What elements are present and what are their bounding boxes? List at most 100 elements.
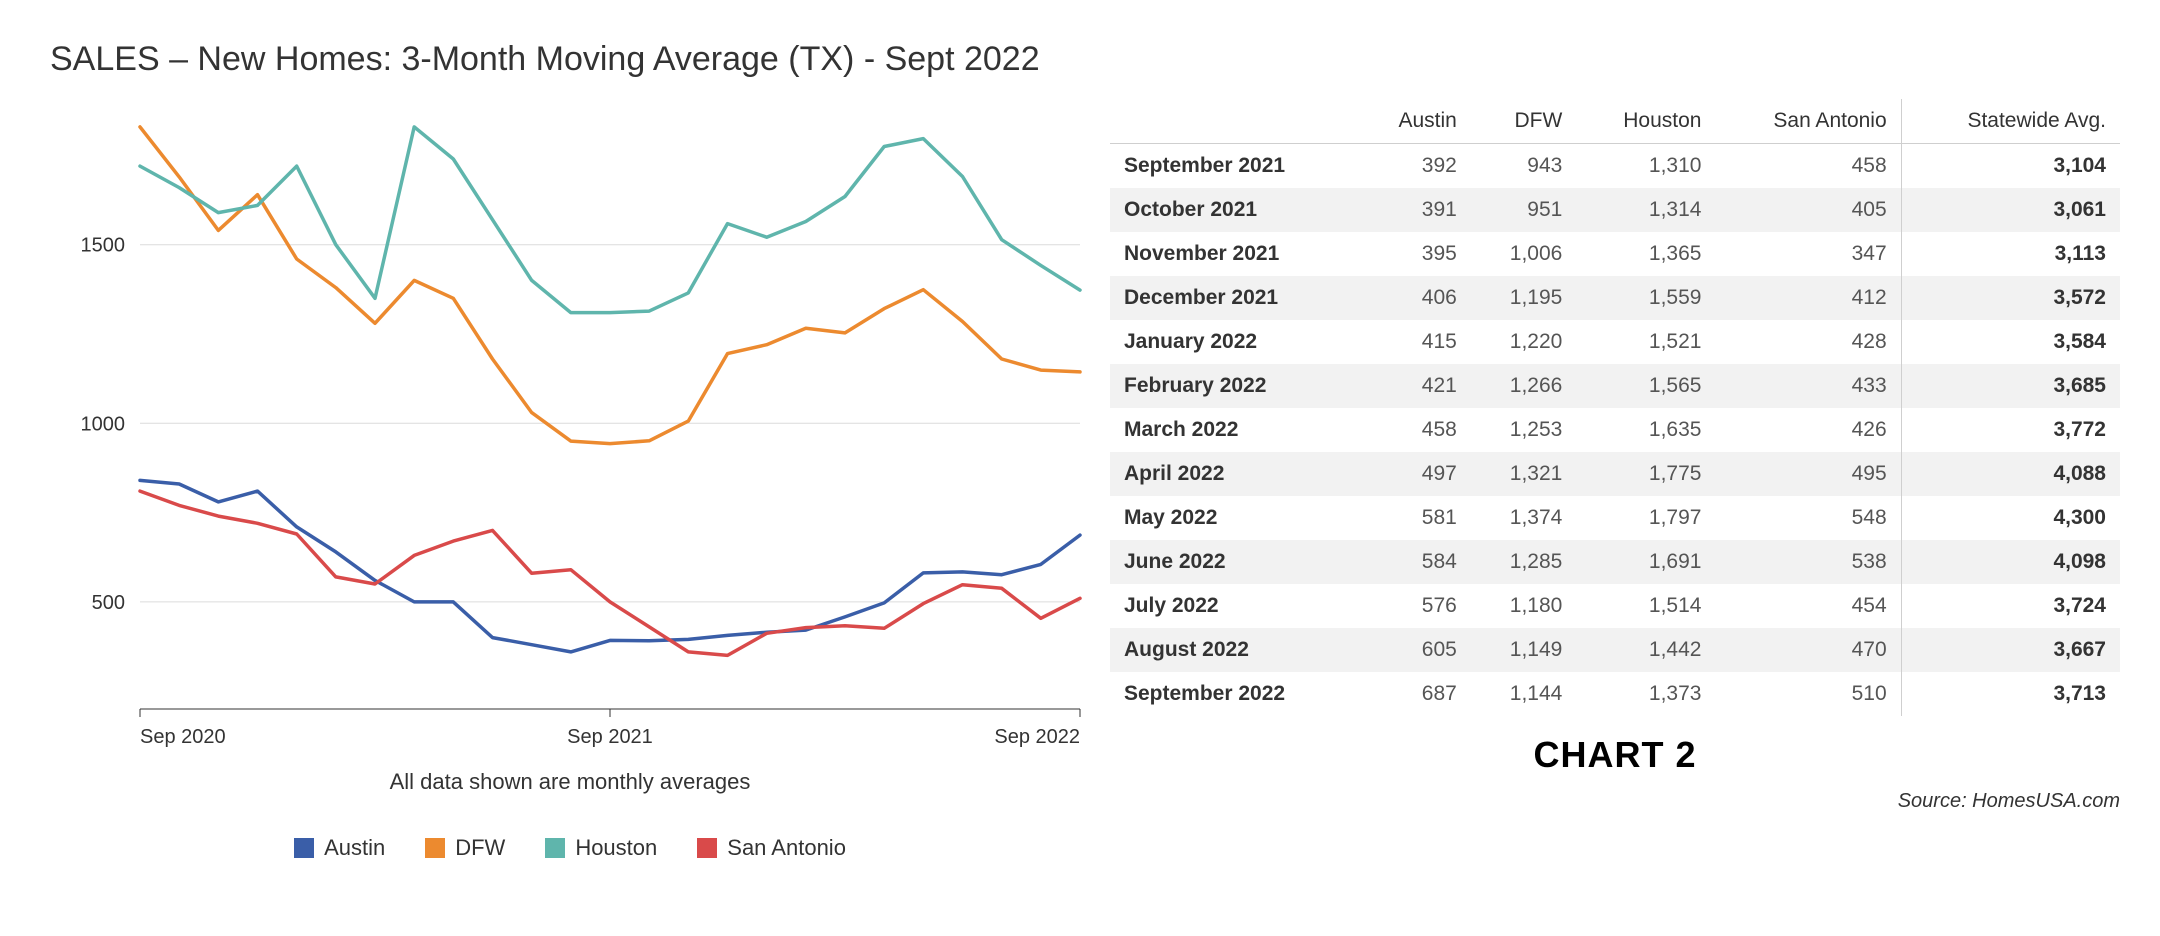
table-row: September 20226871,1441,3735103,713 (1110, 672, 2120, 716)
table-cell: 1,374 (1471, 496, 1577, 540)
table-cell: 3,724 (1901, 584, 2120, 628)
table-cell: 1,266 (1471, 364, 1577, 408)
table-cell: 395 (1358, 232, 1471, 276)
table-cell: 1,691 (1576, 540, 1715, 584)
table-col-header: San Antonio (1715, 99, 1901, 144)
legend-swatch (697, 838, 717, 858)
table-row: January 20224151,2201,5214283,584 (1110, 320, 2120, 364)
table-cell: 1,310 (1576, 144, 1715, 189)
table-col-header (1110, 99, 1358, 144)
chart-number-label: CHART 2 (1110, 734, 2120, 776)
table-cell: 943 (1471, 144, 1577, 189)
table-cell: 458 (1358, 408, 1471, 452)
table-cell: 426 (1715, 408, 1901, 452)
legend-swatch (545, 838, 565, 858)
table-cell: 1,565 (1576, 364, 1715, 408)
table-cell: 3,584 (1901, 320, 2120, 364)
table-cell: 1,559 (1576, 276, 1715, 320)
table-cell: May 2022 (1110, 496, 1358, 540)
table-row: February 20224211,2661,5654333,685 (1110, 364, 2120, 408)
table-cell: 1,321 (1471, 452, 1577, 496)
table-cell: 347 (1715, 232, 1901, 276)
table-cell: 1,149 (1471, 628, 1577, 672)
legend-label: DFW (455, 835, 505, 861)
legend-swatch (425, 838, 445, 858)
legend-item: Houston (545, 835, 657, 861)
table-cell: 415 (1358, 320, 1471, 364)
table-body: September 20213929431,3104583,104October… (1110, 144, 2120, 717)
legend-label: Houston (575, 835, 657, 861)
line-chart: 50010001500Sep 2020Sep 2021Sep 2022 (40, 99, 1100, 779)
table-cell: 406 (1358, 276, 1471, 320)
table-cell: 1,220 (1471, 320, 1577, 364)
table-cell: 412 (1715, 276, 1901, 320)
series-line-austin (140, 480, 1080, 652)
source-attribution: Source: HomesUSA.com (1110, 790, 2120, 813)
table-cell: 1,195 (1471, 276, 1577, 320)
table-cell: 392 (1358, 144, 1471, 189)
legend-label: San Antonio (727, 835, 846, 861)
table-cell: 421 (1358, 364, 1471, 408)
table-col-header: Statewide Avg. (1901, 99, 2120, 144)
x-tick-label: Sep 2022 (994, 726, 1080, 748)
table-row: October 20213919511,3144053,061 (1110, 188, 2120, 232)
table-cell: 1,521 (1576, 320, 1715, 364)
table-cell: 495 (1715, 452, 1901, 496)
table-cell: 1,365 (1576, 232, 1715, 276)
table-cell: 458 (1715, 144, 1901, 189)
table-cell: December 2021 (1110, 276, 1358, 320)
table-cell: June 2022 (1110, 540, 1358, 584)
table-cell: 405 (1715, 188, 1901, 232)
table-cell: April 2022 (1110, 452, 1358, 496)
table-cell: 584 (1358, 540, 1471, 584)
table-cell: 1,514 (1576, 584, 1715, 628)
legend-swatch (294, 838, 314, 858)
legend-item: Austin (294, 835, 385, 861)
table-cell: October 2021 (1110, 188, 1358, 232)
chart-column: 50010001500Sep 2020Sep 2021Sep 2022 All … (40, 99, 1100, 861)
table-cell: 497 (1358, 452, 1471, 496)
table-cell: 454 (1715, 584, 1901, 628)
table-cell: 1,180 (1471, 584, 1577, 628)
table-col-header: DFW (1471, 99, 1577, 144)
table-cell: 3,104 (1901, 144, 2120, 189)
table-cell: January 2022 (1110, 320, 1358, 364)
legend-item: DFW (425, 835, 505, 861)
table-cell: 391 (1358, 188, 1471, 232)
table-row: March 20224581,2531,6354263,772 (1110, 408, 2120, 452)
table-cell: 4,098 (1901, 540, 2120, 584)
legend-item: San Antonio (697, 835, 846, 861)
table-cell: 3,667 (1901, 628, 2120, 672)
table-cell: 3,113 (1901, 232, 2120, 276)
table-cell: 1,775 (1576, 452, 1715, 496)
y-tick-label: 500 (92, 592, 125, 614)
table-cell: March 2022 (1110, 408, 1358, 452)
table-cell: 4,300 (1901, 496, 2120, 540)
y-tick-label: 1500 (81, 235, 126, 257)
y-tick-label: 1000 (81, 413, 126, 435)
table-cell: 1,253 (1471, 408, 1577, 452)
table-row: August 20226051,1491,4424703,667 (1110, 628, 2120, 672)
data-table: AustinDFWHoustonSan AntonioStatewide Avg… (1110, 99, 2120, 716)
table-cell: 4,088 (1901, 452, 2120, 496)
x-tick-label: Sep 2020 (140, 726, 226, 748)
table-col-header: Houston (1576, 99, 1715, 144)
table-row: December 20214061,1951,5594123,572 (1110, 276, 2120, 320)
table-cell: 3,685 (1901, 364, 2120, 408)
table-cell: 538 (1715, 540, 1901, 584)
table-row: May 20225811,3741,7975484,300 (1110, 496, 2120, 540)
table-cell: 1,285 (1471, 540, 1577, 584)
table-cell: November 2021 (1110, 232, 1358, 276)
table-cell: 1,373 (1576, 672, 1715, 716)
table-cell: 1,144 (1471, 672, 1577, 716)
table-cell: 3,572 (1901, 276, 2120, 320)
table-cell: 470 (1715, 628, 1901, 672)
series-line-houston (140, 127, 1080, 313)
table-cell: 1,442 (1576, 628, 1715, 672)
chart-caption: All data shown are monthly averages (40, 769, 1100, 795)
table-cell: 1,797 (1576, 496, 1715, 540)
table-cell: 951 (1471, 188, 1577, 232)
table-header-row: AustinDFWHoustonSan AntonioStatewide Avg… (1110, 99, 2120, 144)
chart-legend: Austin DFW Houston San Antonio (40, 835, 1100, 861)
table-cell: 3,772 (1901, 408, 2120, 452)
